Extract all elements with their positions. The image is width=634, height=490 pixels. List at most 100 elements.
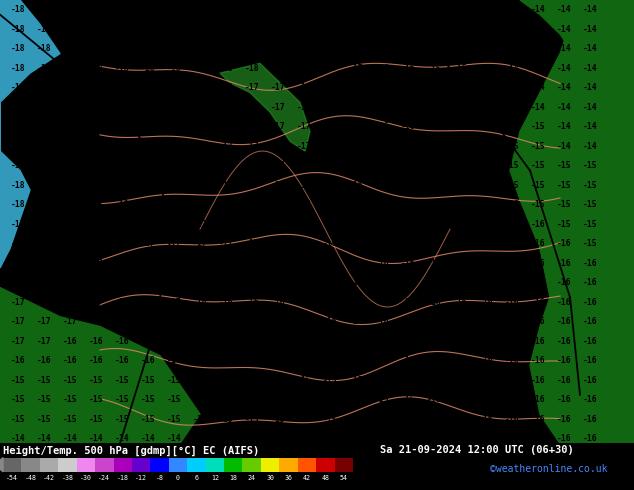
Text: -18: -18 bbox=[63, 142, 77, 151]
Text: -16: -16 bbox=[323, 161, 337, 170]
Text: -18: -18 bbox=[89, 24, 103, 34]
Text: -15: -15 bbox=[375, 395, 389, 404]
Text: -17: -17 bbox=[297, 181, 311, 190]
Text: -17: -17 bbox=[349, 122, 363, 131]
Text: -16: -16 bbox=[427, 278, 441, 287]
Text: -15: -15 bbox=[11, 376, 25, 385]
Text: -16: -16 bbox=[505, 200, 519, 209]
FancyBboxPatch shape bbox=[335, 458, 353, 472]
Text: -18: -18 bbox=[141, 103, 155, 112]
Text: -17: -17 bbox=[323, 24, 337, 34]
Text: -16: -16 bbox=[401, 297, 415, 307]
Text: -16: -16 bbox=[167, 337, 181, 345]
Text: -15: -15 bbox=[11, 395, 25, 404]
Text: -17: -17 bbox=[89, 278, 103, 287]
Text: -16: -16 bbox=[453, 200, 467, 209]
Text: -12: -12 bbox=[135, 475, 147, 481]
Text: 54: 54 bbox=[340, 475, 348, 481]
Text: -16: -16 bbox=[427, 356, 441, 365]
Text: -16: -16 bbox=[349, 259, 363, 268]
Text: -16: -16 bbox=[193, 356, 207, 365]
Text: -15: -15 bbox=[323, 415, 337, 423]
Text: -16: -16 bbox=[401, 24, 415, 34]
Text: -16: -16 bbox=[297, 337, 311, 345]
Text: -16: -16 bbox=[375, 239, 389, 248]
FancyBboxPatch shape bbox=[242, 458, 261, 472]
Text: -15: -15 bbox=[479, 142, 493, 151]
Text: -15: -15 bbox=[167, 395, 181, 404]
Text: -15: -15 bbox=[479, 122, 493, 131]
Text: -18: -18 bbox=[37, 122, 51, 131]
Text: -15: -15 bbox=[453, 44, 467, 53]
Text: -17: -17 bbox=[193, 161, 207, 170]
Text: -15: -15 bbox=[505, 103, 519, 112]
Text: -16: -16 bbox=[63, 356, 77, 365]
Text: -17: -17 bbox=[63, 317, 77, 326]
Text: -16: -16 bbox=[375, 181, 389, 190]
Text: -18: -18 bbox=[37, 142, 51, 151]
Text: -15: -15 bbox=[115, 415, 129, 423]
Text: -14: -14 bbox=[505, 64, 519, 73]
Text: -15: -15 bbox=[453, 64, 467, 73]
Text: -15: -15 bbox=[167, 376, 181, 385]
Text: -16: -16 bbox=[349, 161, 363, 170]
Text: -16: -16 bbox=[453, 297, 467, 307]
Text: -17: -17 bbox=[271, 220, 285, 229]
Text: -16: -16 bbox=[427, 161, 441, 170]
Text: -16: -16 bbox=[323, 337, 337, 345]
Text: Sa 21-09-2024 12:00 UTC (06+30): Sa 21-09-2024 12:00 UTC (06+30) bbox=[380, 445, 574, 456]
Text: -17: -17 bbox=[37, 297, 51, 307]
Text: -16: -16 bbox=[557, 395, 571, 404]
Text: -16: -16 bbox=[401, 356, 415, 365]
Text: -15: -15 bbox=[583, 239, 597, 248]
Text: -17: -17 bbox=[245, 161, 259, 170]
Text: -15: -15 bbox=[479, 83, 493, 92]
Text: -16: -16 bbox=[557, 337, 571, 345]
Text: -16: -16 bbox=[323, 297, 337, 307]
Text: -16: -16 bbox=[401, 181, 415, 190]
Text: -48: -48 bbox=[25, 475, 37, 481]
FancyBboxPatch shape bbox=[224, 458, 242, 472]
Text: -18: -18 bbox=[63, 220, 77, 229]
FancyBboxPatch shape bbox=[261, 458, 280, 472]
Text: -15: -15 bbox=[453, 122, 467, 131]
Text: -17: -17 bbox=[11, 278, 25, 287]
Text: -16: -16 bbox=[401, 103, 415, 112]
FancyBboxPatch shape bbox=[113, 458, 132, 472]
Text: -15: -15 bbox=[141, 376, 155, 385]
Text: -17: -17 bbox=[89, 259, 103, 268]
Text: -16: -16 bbox=[141, 356, 155, 365]
Text: -16: -16 bbox=[531, 376, 545, 385]
Text: -15: -15 bbox=[297, 434, 311, 443]
Text: -16: -16 bbox=[245, 356, 259, 365]
FancyBboxPatch shape bbox=[280, 458, 298, 472]
Text: -16: -16 bbox=[479, 376, 493, 385]
Text: -15: -15 bbox=[479, 64, 493, 73]
Text: -16: -16 bbox=[401, 239, 415, 248]
Text: -16: -16 bbox=[505, 259, 519, 268]
Text: -16: -16 bbox=[531, 317, 545, 326]
Text: -15: -15 bbox=[349, 395, 363, 404]
Text: -17: -17 bbox=[141, 259, 155, 268]
Text: -16: -16 bbox=[401, 161, 415, 170]
Text: -42: -42 bbox=[43, 475, 55, 481]
Text: -18: -18 bbox=[115, 142, 129, 151]
Text: -14: -14 bbox=[557, 103, 571, 112]
Text: -15: -15 bbox=[63, 395, 77, 404]
Text: -18: -18 bbox=[219, 24, 233, 34]
Text: -15: -15 bbox=[219, 395, 233, 404]
Text: -15: -15 bbox=[401, 395, 415, 404]
Text: -17: -17 bbox=[37, 278, 51, 287]
Text: -15: -15 bbox=[141, 395, 155, 404]
Text: -18: -18 bbox=[37, 200, 51, 209]
Text: -18: -18 bbox=[141, 24, 155, 34]
Text: -16: -16 bbox=[271, 356, 285, 365]
Text: -18: -18 bbox=[219, 64, 233, 73]
Text: -18: -18 bbox=[115, 24, 129, 34]
Text: -15: -15 bbox=[479, 103, 493, 112]
Text: -38: -38 bbox=[61, 475, 74, 481]
Text: -15: -15 bbox=[479, 5, 493, 14]
Text: -17: -17 bbox=[219, 122, 233, 131]
Text: -16: -16 bbox=[505, 220, 519, 229]
Text: -15: -15 bbox=[531, 122, 545, 131]
